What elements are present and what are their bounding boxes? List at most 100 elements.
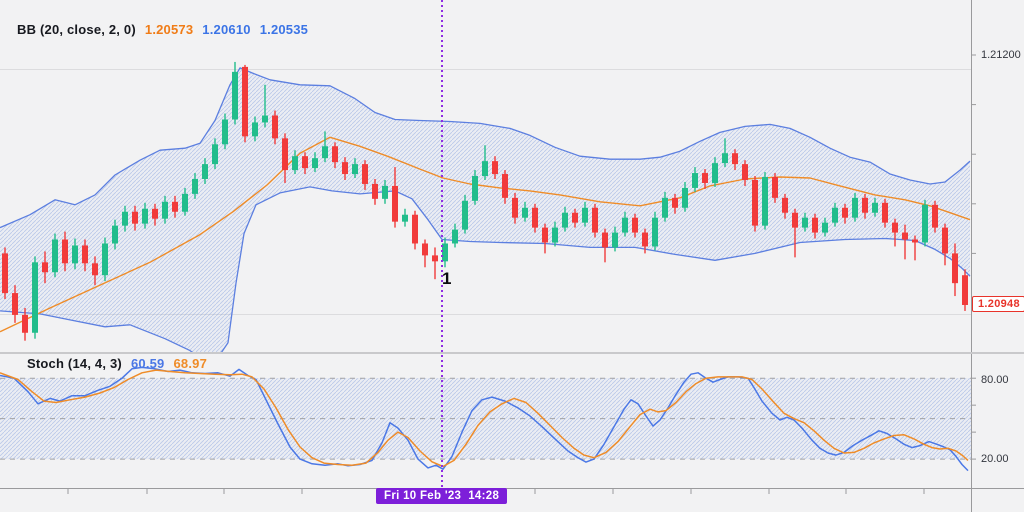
candle-body xyxy=(792,212,798,228)
price-scale-axis[interactable] xyxy=(971,0,1024,488)
price-panel[interactable] xyxy=(0,0,971,352)
stoch-panel-layer xyxy=(0,366,971,472)
stoch-legend-title: Stoch (14, 4, 3) xyxy=(27,356,122,371)
candle-body xyxy=(812,217,818,233)
candle-body xyxy=(732,153,738,165)
candle-body xyxy=(272,115,278,139)
candle-body xyxy=(522,207,528,218)
candle-body xyxy=(222,119,228,145)
candle-body xyxy=(432,255,438,262)
candle-body xyxy=(142,208,148,224)
candle-body xyxy=(22,314,28,333)
candle-body xyxy=(52,239,58,273)
candle-body xyxy=(352,164,358,175)
candle-body xyxy=(752,179,758,226)
candle-body xyxy=(652,217,658,247)
stoch-value-d: 68.97 xyxy=(173,356,208,371)
candle-body xyxy=(502,174,508,198)
price-axis-label-1212: 1.21200 xyxy=(981,49,1021,61)
candle-body xyxy=(852,197,858,218)
candle-body xyxy=(712,163,718,183)
candle-body xyxy=(932,204,938,228)
candle-body xyxy=(412,214,418,244)
bollinger-lower-line xyxy=(0,186,971,352)
candle-body xyxy=(802,217,808,228)
candle-body xyxy=(342,162,348,175)
crosshair-time-tag: Fri 10 Feb '23 14:28 xyxy=(376,488,508,504)
stoch-axis-label-20: 20.00 xyxy=(981,453,1009,465)
candle-body xyxy=(132,211,138,224)
candle-body xyxy=(872,202,878,213)
candle-body xyxy=(292,156,298,171)
candle-body xyxy=(642,232,648,247)
candle-body xyxy=(102,243,108,276)
candle-body xyxy=(32,262,38,333)
bb-legend-title: BB (20, close, 2, 0) xyxy=(17,22,136,37)
candle-body xyxy=(922,204,928,243)
candle-body xyxy=(952,253,958,284)
candle-body xyxy=(282,138,288,171)
candle-body xyxy=(672,197,678,208)
candle-body xyxy=(762,177,768,226)
candle-body xyxy=(182,193,188,212)
candle-body xyxy=(592,207,598,233)
candle-body xyxy=(242,66,248,137)
candle-body xyxy=(482,161,488,177)
bb-value-upper: 1.20610 xyxy=(202,22,251,37)
candle-body xyxy=(152,208,158,219)
candle-body xyxy=(892,222,898,233)
position-marker-1[interactable]: 1 xyxy=(442,269,452,289)
candle-body xyxy=(662,197,668,218)
candle-body xyxy=(382,185,388,199)
bb-value-middle: 1.20573 xyxy=(144,22,194,37)
candle-body xyxy=(772,177,778,198)
candle-body xyxy=(562,212,568,228)
bb-indicator-legend[interactable]: BB (20, close, 2, 0) 1.20573 1.20610 1.2… xyxy=(17,22,308,37)
stoch-axis-label-80: 80.00 xyxy=(981,374,1009,386)
candle-body xyxy=(572,212,578,223)
candle-body xyxy=(202,164,208,179)
candle-body xyxy=(902,232,908,240)
candle-body xyxy=(702,173,708,183)
stoch-panel[interactable] xyxy=(0,354,971,488)
candle-body xyxy=(722,153,728,164)
candle-body xyxy=(472,176,478,201)
bollinger-middle-line xyxy=(0,136,971,333)
candle-body xyxy=(582,207,588,223)
candle-body xyxy=(92,263,98,276)
candle-body xyxy=(312,158,318,169)
candle-body xyxy=(942,227,948,254)
candle-body xyxy=(62,239,68,264)
candle-body xyxy=(842,207,848,218)
candle-body xyxy=(322,146,328,159)
candle-body xyxy=(72,245,78,264)
stoch-value-k: 60.59 xyxy=(130,356,165,371)
candle-body xyxy=(402,214,408,222)
candle-body xyxy=(172,201,178,212)
candle-body xyxy=(232,71,238,120)
candle-body xyxy=(112,225,118,244)
candle-body xyxy=(862,197,868,213)
stoch-indicator-legend[interactable]: Stoch (14, 4, 3) 60.59 68.97 xyxy=(27,356,207,371)
bb-value-lower: 1.20535 xyxy=(259,22,309,37)
candle-body xyxy=(492,161,498,175)
candle-body xyxy=(542,227,548,243)
candle-body xyxy=(682,187,688,208)
candle-body xyxy=(962,275,968,305)
candle-body xyxy=(442,243,448,262)
candle-body xyxy=(612,232,618,248)
candle-body xyxy=(82,245,88,264)
candle-body xyxy=(262,115,268,123)
crosshair-vertical-line xyxy=(441,0,443,504)
candle-body xyxy=(302,156,308,169)
candle-body xyxy=(602,232,608,248)
candle-body xyxy=(362,164,368,184)
candle-body xyxy=(622,217,628,233)
candle-body xyxy=(532,207,538,228)
price-panel-layer xyxy=(0,61,971,352)
candle-body xyxy=(372,183,378,199)
candle-body xyxy=(422,243,428,256)
